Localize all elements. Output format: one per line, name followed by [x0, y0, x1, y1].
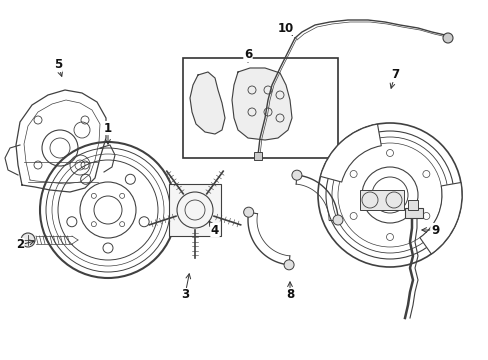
Circle shape	[21, 233, 35, 247]
Circle shape	[284, 260, 293, 270]
Text: 9: 9	[421, 224, 438, 237]
Bar	[359, 190, 403, 210]
Circle shape	[442, 33, 452, 43]
Bar	[407, 200, 417, 210]
Text: 1: 1	[104, 122, 112, 144]
Wedge shape	[419, 183, 461, 254]
Wedge shape	[320, 124, 381, 182]
Circle shape	[291, 170, 301, 180]
Bar	[183, 58, 337, 158]
Text: 7: 7	[389, 68, 398, 88]
Circle shape	[385, 192, 401, 208]
Text: 6: 6	[244, 49, 252, 62]
Circle shape	[332, 215, 342, 225]
Bar	[404, 208, 422, 218]
Bar	[253, 152, 262, 160]
Text: 2: 2	[16, 238, 34, 252]
Circle shape	[361, 192, 377, 208]
Text: 5: 5	[54, 58, 62, 76]
Polygon shape	[231, 68, 291, 140]
Polygon shape	[190, 72, 224, 134]
Text: 4: 4	[209, 221, 219, 237]
Text: 10: 10	[277, 22, 293, 35]
Text: 8: 8	[285, 282, 293, 302]
Text: 3: 3	[181, 274, 190, 302]
Circle shape	[243, 207, 253, 217]
Polygon shape	[16, 90, 106, 192]
Bar	[169, 184, 221, 236]
